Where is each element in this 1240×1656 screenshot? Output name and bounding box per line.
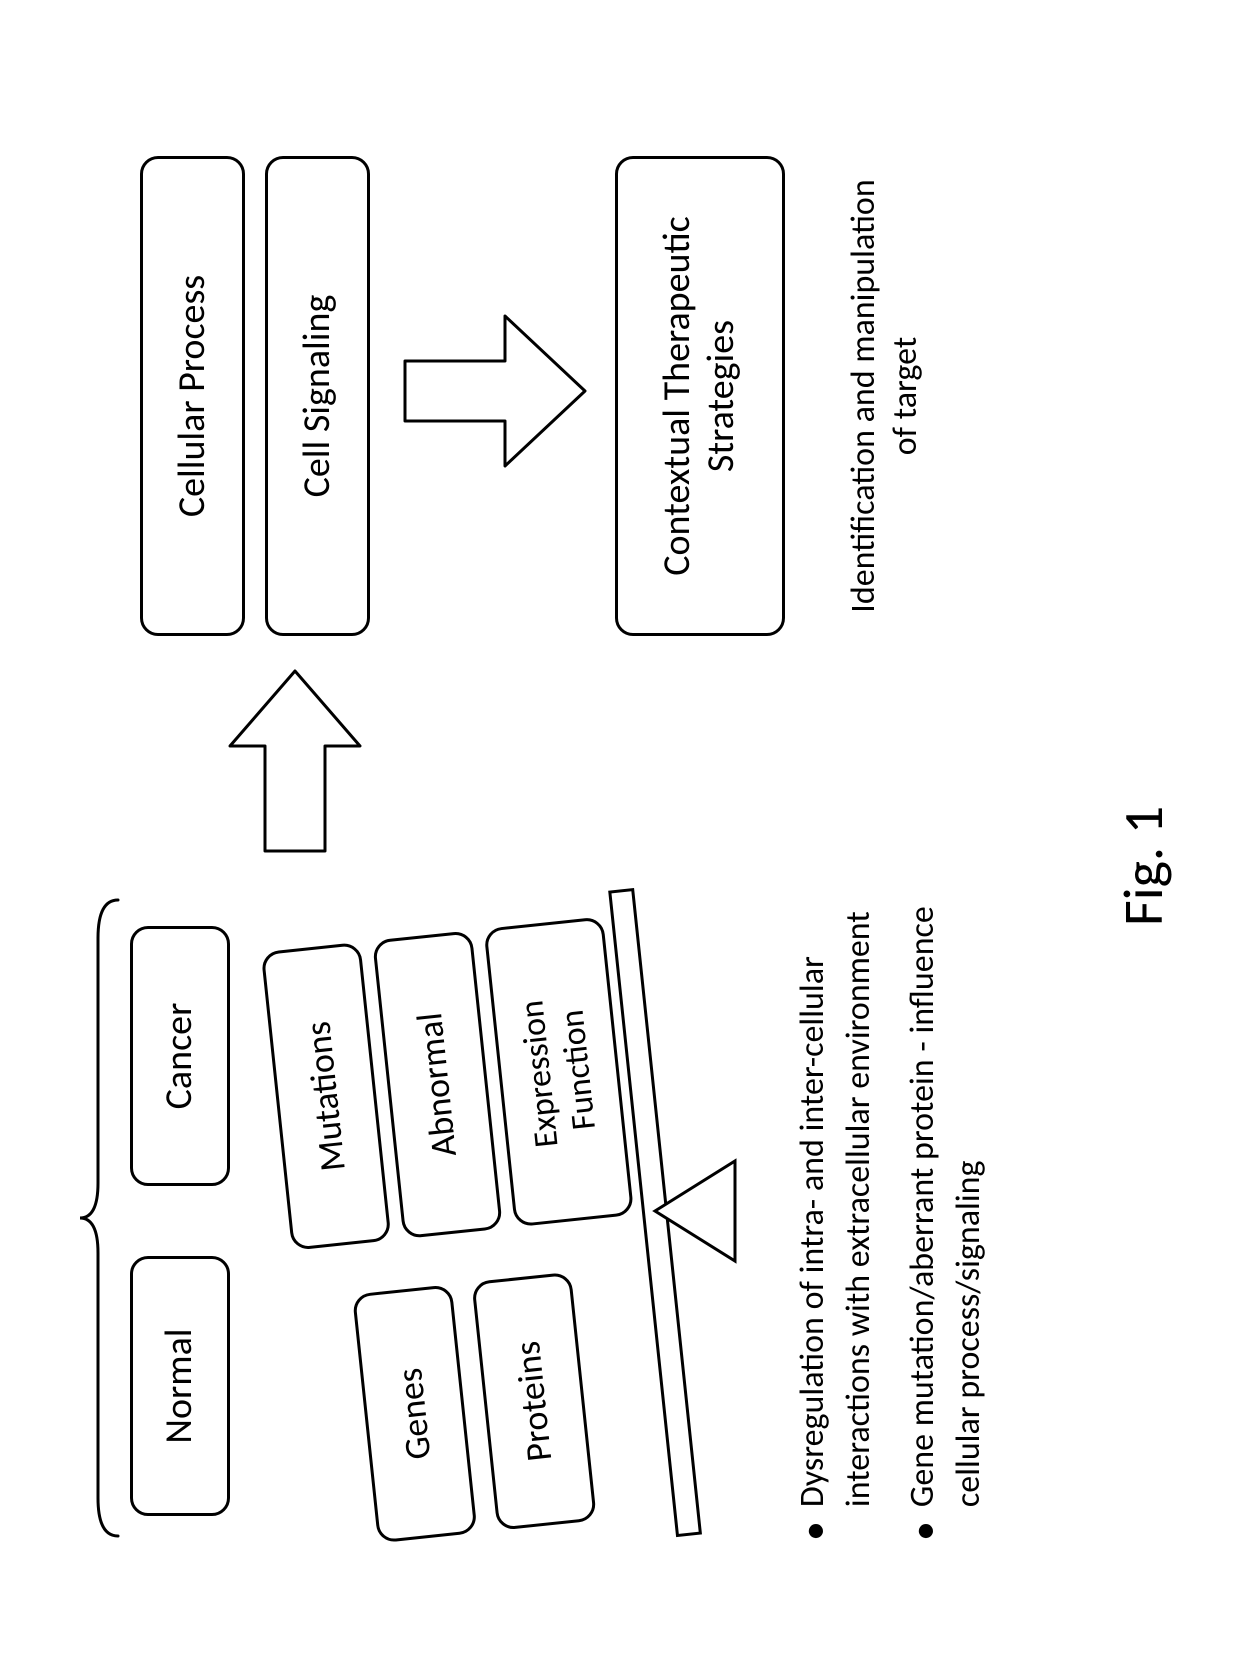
bullet-item: • Gene mutation/aberrant protein - influ… xyxy=(900,821,992,1541)
label-proteins: Proteins xyxy=(507,1339,561,1463)
box-expression-function: Expression Function xyxy=(483,916,634,1227)
label-abnormal: Abnormal xyxy=(409,1011,465,1159)
arrow-right-icon xyxy=(220,666,370,856)
figure-label: Fig. 1 xyxy=(1110,806,1178,926)
brace-icon xyxy=(78,898,128,1538)
arrow-down-icon xyxy=(400,311,590,471)
box-cellular-process: Cellular Process xyxy=(140,156,245,636)
caption-right-text: Identification and manipulation of targe… xyxy=(843,179,927,612)
bullet-item: • Dysregulation of intra- and inter-cell… xyxy=(790,821,882,1541)
box-proteins: Proteins xyxy=(471,1272,597,1531)
label-expression-function: Expression Function xyxy=(512,994,605,1149)
label-mutations: Mutations xyxy=(298,1019,355,1173)
bullet-dot-icon: • xyxy=(794,1521,834,1541)
box-cancer: Cancer xyxy=(130,926,230,1186)
seesaw-group: Genes Proteins Mutations Abnormal Expres… xyxy=(257,878,705,1584)
label-contextual-strategies: Contextual Therapeutic Strategies xyxy=(656,216,743,575)
bullet-text-2: Gene mutation/aberrant protein - influen… xyxy=(900,821,992,1507)
label-genes: Genes xyxy=(389,1366,440,1461)
box-mutations: Mutations xyxy=(261,942,392,1251)
label-cell-signaling: Cell Signaling xyxy=(296,295,340,498)
label-normal: Normal xyxy=(158,1328,202,1443)
box-abnormal: Abnormal xyxy=(372,930,503,1239)
label-cellular-process: Cellular Process xyxy=(171,275,215,517)
box-normal: Normal xyxy=(130,1256,230,1516)
figure-label-text: Fig. 1 xyxy=(1110,806,1178,926)
label-cancer: Cancer xyxy=(158,1003,202,1110)
box-genes: Genes xyxy=(352,1284,478,1543)
bullet-dot-icon: • xyxy=(904,1521,944,1541)
bullet-text-1: Dysregulation of intra- and inter-cellul… xyxy=(790,821,882,1507)
box-cell-signaling: Cell Signaling xyxy=(265,156,370,636)
box-contextual-strategies: Contextual Therapeutic Strategies xyxy=(615,156,785,636)
caption-right: Identification and manipulation of targe… xyxy=(800,136,928,656)
bullet-list: • Dysregulation of intra- and inter-cell… xyxy=(790,821,1010,1541)
fulcrum-icon xyxy=(650,1156,740,1266)
